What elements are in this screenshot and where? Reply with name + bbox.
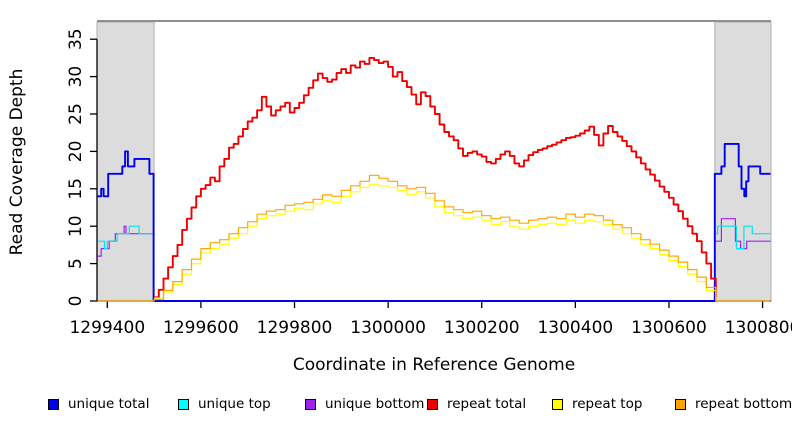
y-tick-label: 30 bbox=[66, 66, 86, 88]
plot-canvas: 0 5 10 15 20 25 30 35 1299400 1299600 1299800 13000… bbox=[66, 20, 792, 338]
y-tick-label: 0 bbox=[66, 296, 86, 307]
shaded-region bbox=[714, 21, 772, 302]
legend-label: repeat top bbox=[572, 396, 643, 412]
y-tick-label: 25 bbox=[66, 103, 86, 125]
series-repeat-total bbox=[154, 56, 717, 299]
x-axis-title: Coordinate in Reference Genome bbox=[292, 355, 576, 375]
legend-label: unique total bbox=[68, 396, 150, 412]
legend-item-unique-total: unique total bbox=[48, 394, 149, 414]
x-tick-label: 1300200 bbox=[444, 318, 520, 338]
legend-item-repeat-total: repeat total bbox=[427, 394, 526, 414]
y-tick-label: 20 bbox=[66, 141, 86, 163]
y-tick-label: 15 bbox=[66, 178, 86, 200]
y-tick-label: 5 bbox=[66, 258, 86, 269]
legend-item-unique-top: unique top bbox=[178, 394, 271, 414]
x-tick-label: 1299600 bbox=[163, 318, 239, 338]
legend-swatch bbox=[427, 398, 438, 410]
legend-swatch bbox=[178, 398, 189, 410]
x-tick-label: 1299400 bbox=[69, 318, 145, 338]
y-tick-label: 10 bbox=[66, 215, 86, 237]
legend-label: repeat bottom bbox=[695, 396, 792, 412]
legend-label: repeat total bbox=[447, 396, 527, 412]
y-axis-title: Read Coverage Depth bbox=[7, 68, 27, 256]
y-tick-label: 35 bbox=[66, 28, 86, 50]
series-repeat-top bbox=[154, 183, 717, 301]
legend-label: unique top bbox=[198, 396, 271, 412]
x-tick-label: 1300600 bbox=[631, 318, 707, 338]
legend: unique total unique top unique bottom repea… bbox=[0, 394, 792, 418]
legend-swatch bbox=[552, 398, 563, 410]
legend-item-repeat-bottom: repeat bottom bbox=[675, 394, 792, 414]
x-tick-label: 1299800 bbox=[257, 318, 333, 338]
legend-swatch bbox=[48, 398, 59, 410]
legend-item-repeat-top: repeat top bbox=[552, 394, 642, 414]
series-repeat-bottom bbox=[97, 174, 771, 302]
series-unique-total bbox=[97, 142, 771, 302]
x-tick-label: 1300800 bbox=[725, 318, 792, 338]
x-tick-label: 1300400 bbox=[537, 318, 613, 338]
legend-swatch bbox=[305, 398, 316, 410]
legend-swatch bbox=[675, 398, 686, 410]
x-tick-label: 1300000 bbox=[350, 318, 426, 338]
legend-item-unique-bottom: unique bottom bbox=[305, 394, 424, 414]
legend-label: unique bottom bbox=[325, 396, 425, 412]
